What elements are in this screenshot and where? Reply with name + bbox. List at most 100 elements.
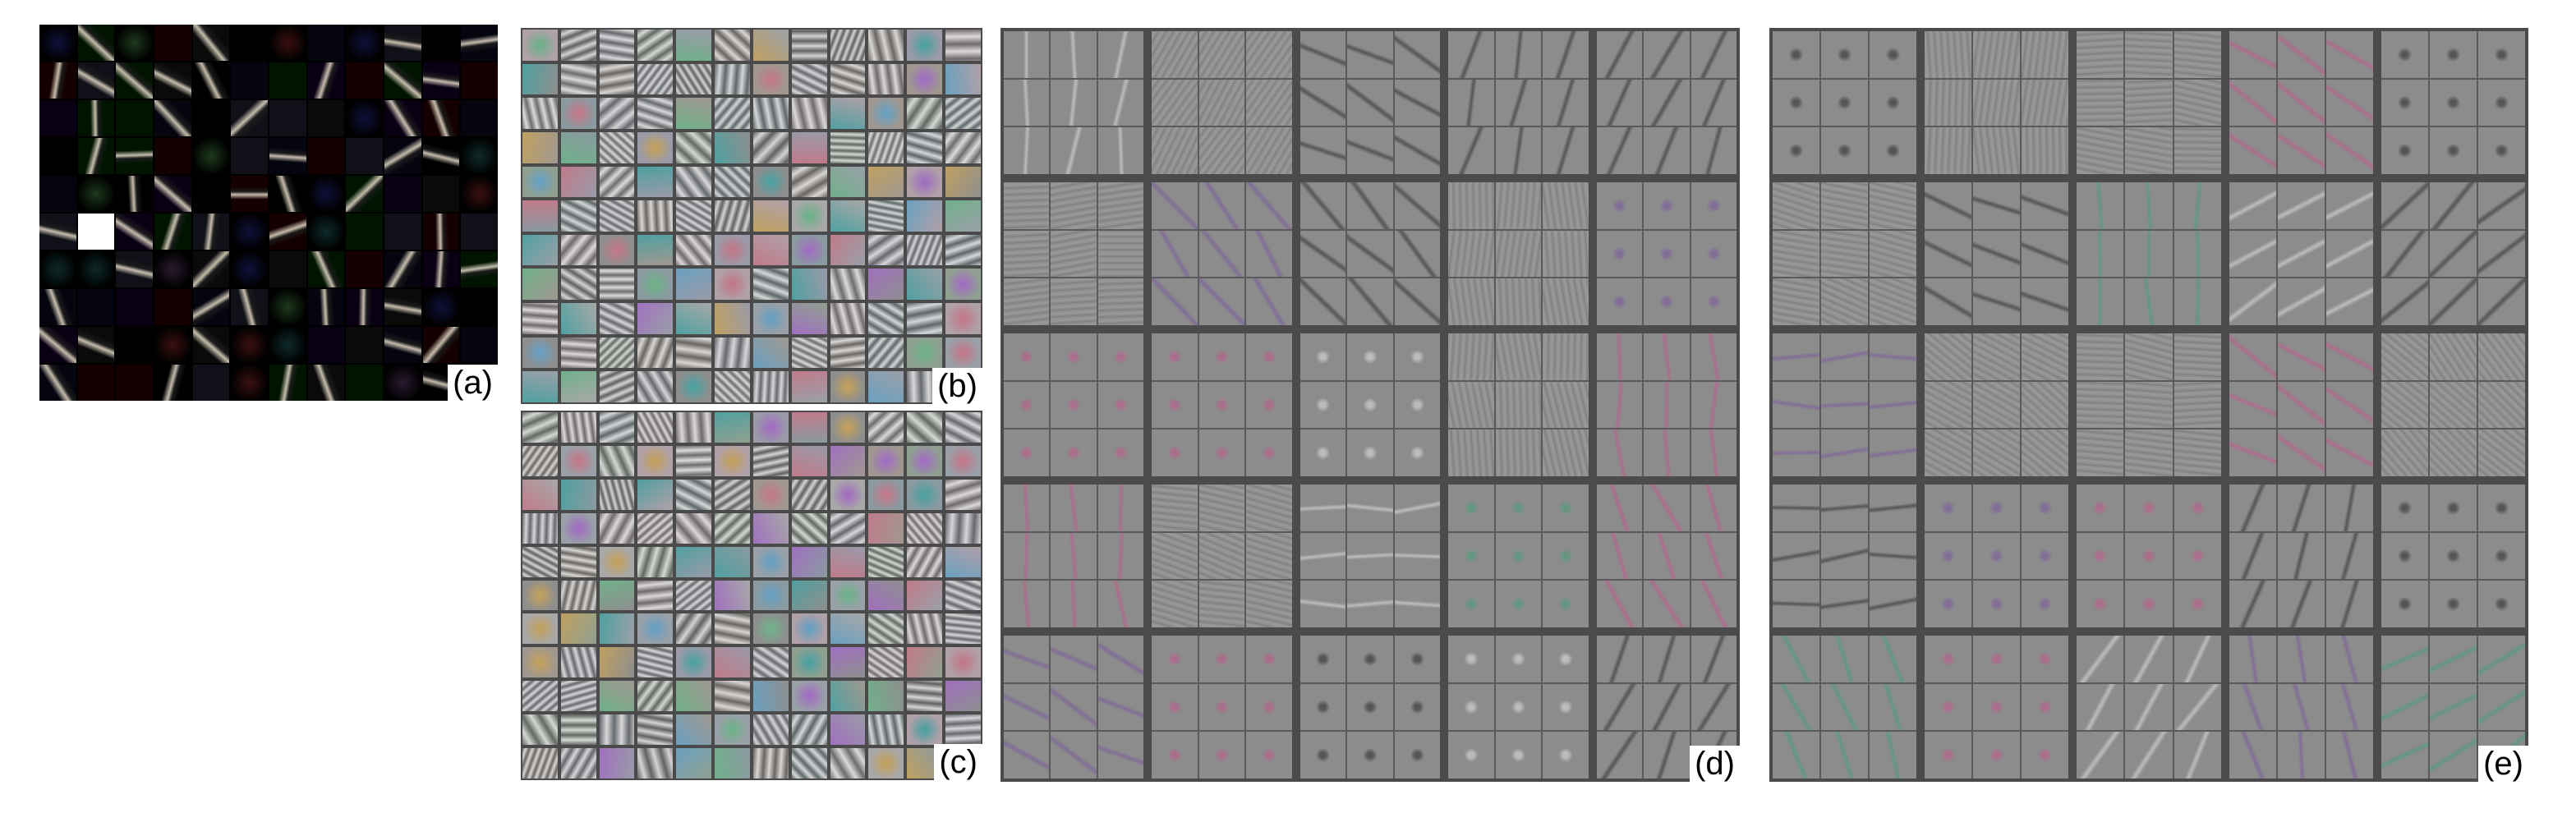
- filter-tile: [522, 412, 558, 443]
- feature-group: [1152, 182, 1292, 325]
- feature-tile: [1198, 230, 1245, 278]
- filter-tile: [907, 131, 943, 163]
- filter-tile: [599, 166, 635, 198]
- feature-tile: [1644, 636, 1690, 682]
- filter-tile: [560, 63, 596, 95]
- feature-tile: [1394, 636, 1441, 682]
- feature-tile: [2477, 79, 2525, 126]
- feature-tile: [1152, 31, 1198, 78]
- feature-tile: [1004, 79, 1050, 126]
- filter-tile: [715, 30, 750, 61]
- feature-tile: [2325, 182, 2373, 229]
- feature-tile: [1690, 79, 1736, 126]
- feature-tile: [2077, 182, 2124, 229]
- panel-e: (e): [1769, 28, 2528, 782]
- filter-tile: [522, 371, 558, 402]
- feature-group: [2077, 333, 2221, 476]
- feature-tile: [1004, 732, 1050, 779]
- filter-tile: [945, 647, 981, 678]
- feature-tile: [2077, 636, 2124, 682]
- filter-tile: [307, 176, 345, 212]
- filter-tile: [560, 613, 596, 645]
- filter-tile: [830, 546, 866, 577]
- filter-tile: [715, 269, 750, 301]
- feature-tile: [2174, 333, 2221, 380]
- feature-tile: [2022, 532, 2069, 580]
- filter-tile: [461, 176, 498, 212]
- filter-tile: [231, 214, 268, 250]
- filter-tile: [637, 580, 674, 611]
- feature-tile: [1543, 683, 1589, 731]
- filter-tile: [907, 337, 943, 369]
- feature-tile: [1773, 429, 1820, 476]
- filter-tile: [560, 269, 596, 301]
- feature-tile: [2174, 429, 2221, 476]
- feature-tile: [2077, 581, 2124, 627]
- feature-tile: [1821, 182, 1869, 229]
- feature-group: [1925, 485, 2069, 627]
- feature-tile: [2229, 532, 2276, 580]
- filter-tile: [599, 371, 635, 402]
- feature-tile: [1246, 182, 1292, 229]
- feature-group: [1773, 636, 1917, 779]
- filter-tile: [154, 327, 191, 363]
- filter-tile: [39, 176, 76, 212]
- feature-tile: [2022, 182, 2069, 229]
- filter-tile: [907, 269, 943, 301]
- feature-tile: [1448, 127, 1494, 174]
- filter-tile: [830, 714, 866, 746]
- filter-tile: [868, 748, 904, 779]
- filter-tile: [560, 681, 596, 712]
- filter-tile: [907, 613, 943, 645]
- filter-tile: [39, 289, 76, 325]
- feature-tile: [1821, 581, 1869, 627]
- feature-tile: [1246, 230, 1292, 278]
- filter-tile: [384, 251, 421, 287]
- filter-tile: [384, 365, 421, 401]
- filter-tile: [560, 546, 596, 577]
- feature-tile: [1347, 79, 1393, 126]
- feature-tile: [1973, 79, 2021, 126]
- filter-tile: [522, 580, 558, 611]
- filter-tile: [637, 131, 674, 163]
- filter-tile: [791, 479, 827, 510]
- filter-tile: [907, 98, 943, 129]
- feature-tile: [2477, 127, 2525, 174]
- filter-tile: [77, 138, 115, 174]
- filter-tile: [384, 327, 421, 363]
- feature-tile: [2022, 127, 2069, 174]
- feature-tile: [1773, 278, 1820, 325]
- filter-tile: [907, 30, 943, 61]
- feature-tile: [1773, 127, 1820, 174]
- feature-tile: [1347, 683, 1393, 731]
- filter-tile: [599, 412, 635, 443]
- filter-tile: [77, 251, 115, 287]
- feature-tile: [1152, 127, 1198, 174]
- feature-tile: [1051, 732, 1097, 779]
- filter-tile: [907, 200, 943, 232]
- feature-tile: [1004, 532, 1050, 580]
- filter-tile: [116, 327, 153, 363]
- filter-tile: [599, 714, 635, 746]
- filter-tile: [868, 63, 904, 95]
- feature-tile: [1690, 485, 1736, 531]
- feature-tile: [2277, 683, 2325, 731]
- feature-tile: [1246, 429, 1292, 476]
- filter-tile: [599, 63, 635, 95]
- filter-tile: [868, 479, 904, 510]
- filter-tile: [676, 303, 712, 334]
- filter-tile: [116, 289, 153, 325]
- filter-tile: [791, 613, 827, 645]
- filter-tile: [637, 647, 674, 678]
- filter-tile: [715, 546, 750, 577]
- filter-tile: [945, 131, 981, 163]
- filter-tile: [791, 714, 827, 746]
- feature-tile: [2380, 732, 2428, 779]
- filter-tile: [154, 289, 191, 325]
- feature-tile: [1097, 732, 1144, 779]
- feature-tile: [1198, 485, 1245, 531]
- filter-tile: [868, 166, 904, 198]
- feature-tile: [2125, 429, 2173, 476]
- filter-tile: [945, 234, 981, 266]
- filter-tile: [231, 100, 268, 136]
